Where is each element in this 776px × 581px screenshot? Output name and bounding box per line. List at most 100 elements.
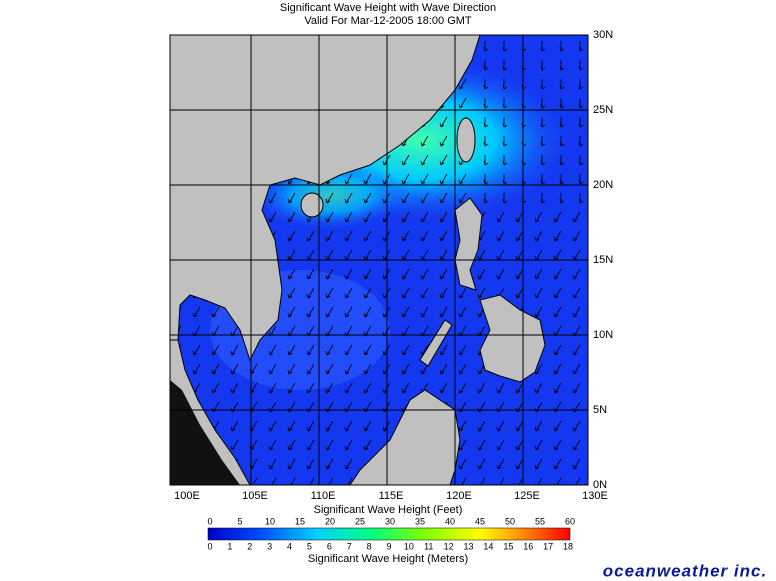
arrow: [515, 458, 524, 470]
feet-tick: 5: [237, 516, 242, 526]
arrow: [477, 420, 486, 432]
arrow: [344, 192, 353, 204]
arrow: [458, 458, 467, 470]
title: Significant Wave Height with Wave Direct…: [280, 2, 496, 14]
arrow: [325, 344, 334, 356]
feet-tick: 15: [295, 516, 305, 526]
arrow: [483, 136, 489, 147]
arrow: [268, 192, 277, 204]
meters-tick: 6: [327, 541, 332, 551]
arrow: [344, 344, 353, 356]
arrow: [496, 382, 505, 394]
arrow: [534, 230, 543, 242]
arrow: [344, 439, 353, 451]
arrow: [363, 268, 372, 280]
arrow: [230, 344, 239, 356]
arrow: [287, 420, 296, 432]
arrow: [483, 60, 489, 71]
feet-tick: 0: [207, 516, 212, 526]
arrow: [439, 173, 448, 185]
arrow: [420, 154, 429, 166]
arrow: [211, 344, 220, 356]
arrow: [344, 173, 353, 185]
arrow: [553, 306, 562, 318]
arrow: [439, 135, 448, 147]
lat-label: 15N: [593, 254, 613, 266]
arrow: [344, 211, 353, 223]
arrow: [287, 230, 296, 242]
arrow: [211, 363, 220, 375]
arrow: [559, 79, 565, 90]
arrow: [230, 439, 239, 451]
arrow: [477, 382, 486, 394]
meters-tick: 9: [386, 541, 391, 551]
arrow: [439, 287, 448, 299]
arrow: [572, 268, 581, 280]
meters-tick: 17: [543, 541, 553, 551]
arrow: [401, 287, 410, 299]
arrow: [268, 458, 277, 470]
arrow: [287, 211, 296, 223]
arrow: [363, 287, 372, 299]
arrow: [192, 344, 201, 356]
arrow: [502, 174, 508, 185]
arrow: [401, 173, 410, 185]
arrow: [534, 306, 543, 318]
arrow: [502, 79, 508, 90]
arrow: [287, 287, 296, 299]
arrow: [483, 193, 489, 204]
lat-label: 5N: [593, 404, 607, 416]
arrow: [211, 382, 220, 394]
arrow: [306, 230, 315, 242]
meters-tick: 10: [404, 541, 414, 551]
lat-label: 20N: [593, 179, 613, 191]
arrow: [306, 420, 315, 432]
meters-tick: 5: [307, 541, 312, 551]
arrow: [363, 306, 372, 318]
arrow: [534, 439, 543, 451]
arrow: [363, 192, 372, 204]
arrow: [439, 192, 448, 204]
arrow: [363, 420, 372, 432]
feet-tick: 50: [505, 516, 515, 526]
arrow: [287, 439, 296, 451]
arrow: [420, 173, 429, 185]
lon-label: 110E: [311, 490, 336, 502]
arrow: [439, 211, 448, 223]
arrow: [420, 135, 429, 147]
arrow: [458, 192, 467, 204]
arrow: [572, 458, 581, 470]
feet-tick: 35: [415, 516, 425, 526]
arrow: [559, 98, 565, 109]
arrow: [496, 439, 505, 451]
lat-label: 30N: [593, 29, 613, 41]
arrow: [306, 458, 315, 470]
arrow: [559, 193, 565, 204]
logo: oceanweather inc.: [603, 561, 767, 580]
arrow: [483, 41, 489, 52]
meters-tick: 2: [247, 541, 252, 551]
arrow: [458, 173, 467, 185]
arrow: [230, 382, 239, 394]
arrow: [559, 155, 565, 166]
arrow: [458, 363, 467, 375]
arrow: [325, 306, 334, 318]
arrow: [363, 363, 372, 375]
arrow: [420, 287, 429, 299]
arrow: [287, 382, 296, 394]
arrow: [344, 287, 353, 299]
meters-tick: 0: [207, 541, 212, 551]
arrow: [287, 458, 296, 470]
arrow: [483, 79, 489, 90]
arrow: [306, 287, 315, 299]
map: [170, 35, 588, 485]
arrow: [553, 420, 562, 432]
arrow: [344, 306, 353, 318]
meters-tick: 7: [347, 541, 352, 551]
feet-tick: 20: [325, 516, 335, 526]
arrow: [578, 155, 584, 166]
arrow: [230, 363, 239, 375]
arrow: [344, 420, 353, 432]
arrow: [553, 344, 562, 356]
